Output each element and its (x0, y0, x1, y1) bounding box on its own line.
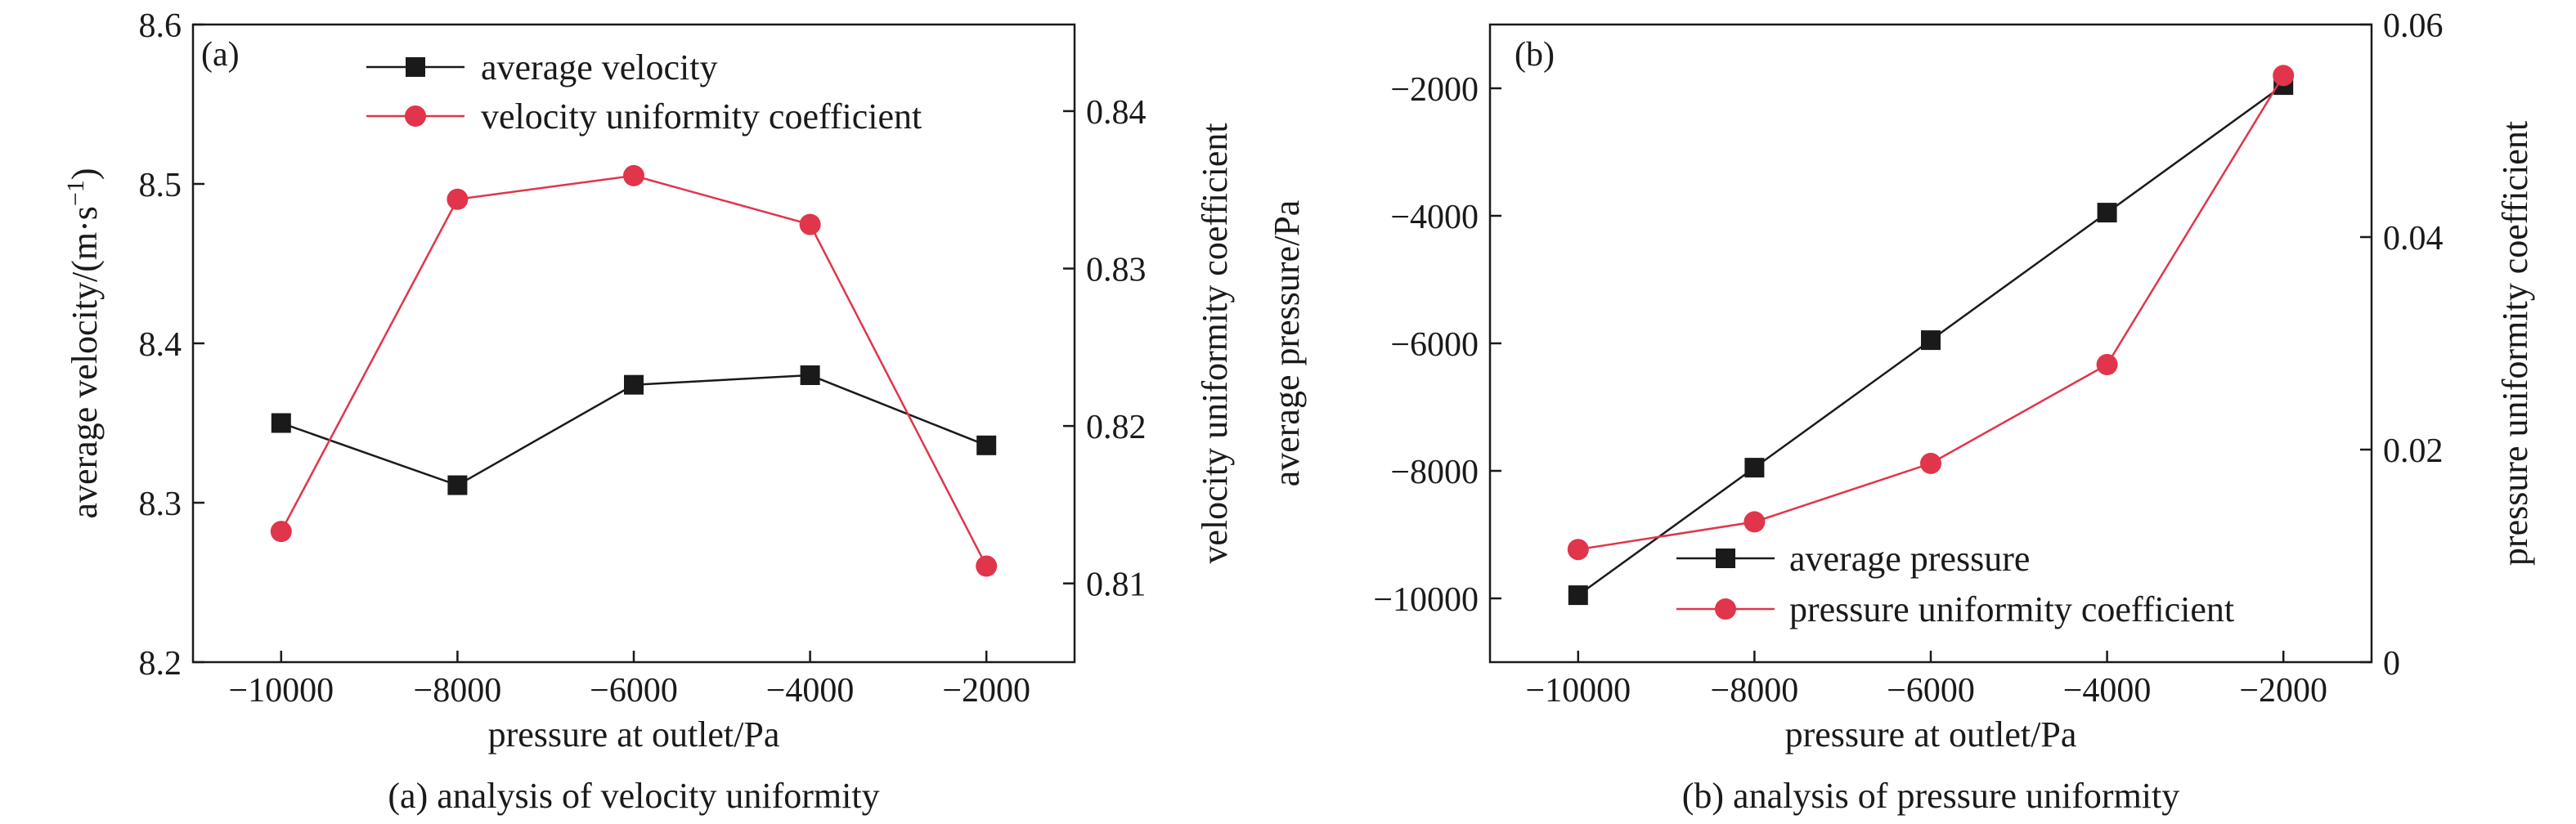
y2-axis-label-a: velocity uniformity coefficient (1195, 123, 1235, 563)
legend-b: average pressure pressure uniformity coe… (1676, 539, 2234, 629)
y2-tick-label: 0.82 (1086, 409, 1147, 446)
legend-a: average velocity velocity uniformity coe… (366, 47, 922, 137)
x-axis-label-a: pressure at outlet/Pa (488, 714, 780, 755)
y-tick-label: 8.4 (139, 326, 182, 364)
data-point-average-velocity (800, 365, 820, 385)
y-axis-left-b: −10000 −8000 −6000 −4000 −2000 (1373, 71, 1501, 619)
y-axis-label-b: average pressure/Pa (1267, 200, 1307, 487)
legend-marker-velocity-uniformity (405, 105, 426, 127)
x-tick-label: −6000 (1887, 672, 1975, 710)
data-point-velocity-uniformity-coefficient (447, 188, 469, 210)
data-point-pressure-uniformity-coefficient (2273, 65, 2295, 87)
legend-label-pressure-uniformity: pressure uniformity coefficient (1789, 589, 2234, 629)
data-point-pressure-uniformity-coefficient (1567, 539, 1589, 561)
y-tick-label: −4000 (1390, 199, 1479, 236)
data-point-pressure-uniformity-coefficient (1744, 511, 1766, 533)
x-axis-a: −10000 −8000 −6000 −4000 −2000 (228, 651, 1030, 710)
y-axis-left-a: 8.2 8.3 8.4 8.5 8.6 (139, 7, 204, 683)
y-tick-label: 8.2 (139, 645, 182, 683)
series-group-a (270, 164, 998, 577)
legend-marker-pressure-uniformity (1715, 598, 1736, 620)
y-tick-label: 8.6 (139, 7, 182, 45)
data-point-average-pressure (2097, 203, 2117, 223)
y2-tick-label: 0.83 (1086, 252, 1147, 289)
y-tick-label: 8.5 (139, 167, 182, 204)
y2-tick-label: 0.04 (2383, 220, 2444, 258)
x-tick-label: −4000 (2063, 672, 2152, 710)
data-point-pressure-uniformity-coefficient (1920, 452, 1941, 474)
data-point-average-velocity (976, 435, 997, 455)
x-tick-label: −6000 (590, 672, 678, 710)
caption-a: (a) analysis of velocity uniformity (388, 776, 879, 816)
series-line-pressure-uniformity-coefficient (1577, 74, 2285, 551)
data-point-average-velocity (624, 374, 644, 395)
x-tick-label: −10000 (228, 672, 334, 710)
y-tick-label: −2000 (1390, 71, 1479, 109)
x-tick-label: −8000 (1711, 672, 1799, 710)
x-tick-label: −2000 (2239, 672, 2327, 710)
data-point-pressure-uniformity-coefficient (2096, 354, 2118, 375)
x-axis-b: −10000 −8000 −6000 −4000 −2000 (1525, 651, 2327, 710)
x-tick-label: −8000 (414, 672, 502, 710)
y2-tick-label: 0.84 (1086, 94, 1147, 132)
y-axis-right-a: 0.81 0.82 0.83 0.84 (1063, 94, 1147, 604)
x-tick-label: −10000 (1525, 672, 1631, 710)
data-point-average-velocity (447, 475, 468, 495)
y2-axis-label-b: pressure uniformity coefficient (2495, 121, 2535, 566)
legend-label-velocity-uniformity: velocity uniformity coefficient (481, 96, 922, 137)
legend-marker-average-pressure (1716, 549, 1735, 568)
series-group-b (1567, 65, 2295, 606)
chart-panel-b: −10000 −8000 −6000 −4000 −2000 −10000 −8000 −6… (1267, 7, 2535, 816)
y-tick-label: −10000 (1373, 581, 1479, 619)
data-point-average-pressure (1568, 585, 1588, 606)
panel-label-a: (a) (201, 36, 240, 74)
legend-marker-average-velocity (406, 57, 425, 77)
data-point-velocity-uniformity-coefficient (799, 213, 821, 235)
x-axis-label-b: pressure at outlet/Pa (1785, 714, 2077, 755)
data-point-velocity-uniformity-coefficient (976, 555, 998, 577)
y-axis-right-b: 0 0.02 0.04 0.06 (2360, 7, 2444, 683)
y2-tick-label: 0.02 (2383, 432, 2444, 470)
y-axis-label-a: average velocity/(m·s−1) (62, 168, 105, 519)
y-tick-label: −8000 (1390, 454, 1479, 491)
y-tick-label: −6000 (1390, 326, 1479, 364)
data-point-average-pressure (1921, 330, 1941, 351)
y2-tick-label: 0.06 (2383, 7, 2444, 45)
caption-b: (b) analysis of pressure uniformity (1682, 776, 2180, 816)
series-line-velocity-uniformity-coefficient (280, 174, 988, 567)
data-point-velocity-uniformity-coefficient (270, 521, 292, 543)
panel-label-b: (b) (1515, 36, 1555, 74)
data-point-average-pressure (1744, 458, 1765, 478)
data-point-velocity-uniformity-coefficient (623, 164, 644, 186)
legend-label-average-velocity: average velocity (481, 47, 718, 87)
chart-panel-a: −10000 −8000 −6000 −4000 −2000 8.28.38.48.58… (62, 7, 1235, 816)
legend-label-average-pressure: average pressure (1789, 539, 2030, 579)
y2-tick-label: 0 (2383, 645, 2400, 683)
y2-tick-label: 0.81 (1086, 566, 1147, 604)
y-tick-label: 8.3 (139, 486, 182, 523)
x-tick-label: −2000 (942, 672, 1030, 710)
data-point-average-velocity (271, 413, 291, 433)
x-tick-label: −4000 (766, 672, 855, 710)
